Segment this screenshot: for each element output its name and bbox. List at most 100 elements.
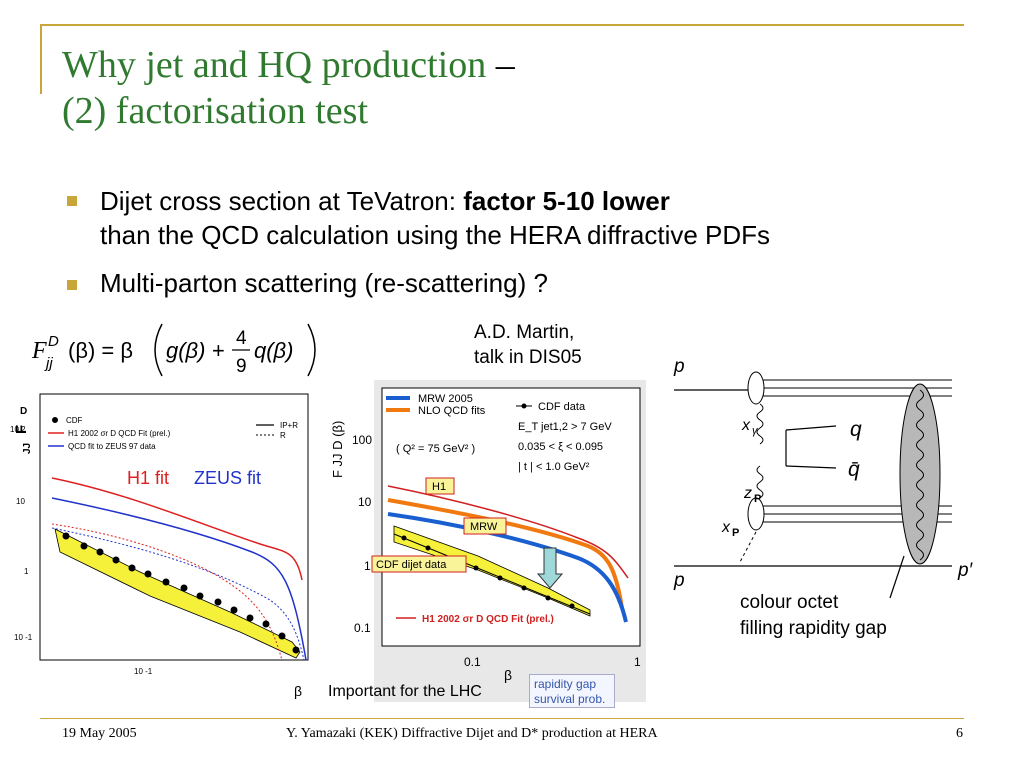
cdf-point <box>162 578 170 586</box>
cdf-point <box>112 556 120 564</box>
gap-note-line1: rapidity gap <box>534 677 597 691</box>
p-top: p <box>673 356 685 377</box>
h1-r-curve <box>51 523 283 661</box>
formula-num: 4 <box>236 328 247 349</box>
formula-sup: D <box>48 333 59 350</box>
left-plot-ytick: 10 <box>16 497 25 506</box>
down-arrow <box>536 547 564 589</box>
title-accent-bar <box>40 24 42 94</box>
mid-h1-curve <box>387 485 629 579</box>
mid-xtick: 1 <box>634 655 641 669</box>
colour-octet-gluon <box>916 389 924 561</box>
z-P: z <box>743 485 752 502</box>
p-prime: p′ <box>957 560 974 581</box>
mid-mrw-curve <box>387 512 628 623</box>
feynman-diagram: p p p′ q q̄ x γ z P x P colour octet fil… <box>673 356 974 639</box>
mid-ytick: 0.1 <box>354 621 371 635</box>
mid-xtick: 0.1 <box>464 655 481 669</box>
cdf-point <box>473 565 479 571</box>
cdf-point <box>180 584 188 592</box>
zeus-r-curve <box>51 527 305 661</box>
caption-line1: colour octet <box>740 592 839 613</box>
legend-zeus: QCD fit to ZEUS 97 data <box>68 442 156 451</box>
cdf-point <box>425 545 431 551</box>
left-plot: F D JJ 10 2 10 1 10 -1 10 -1 β CDF H1 20… <box>10 393 309 699</box>
legend-cdf-marker <box>52 417 58 423</box>
antiquark-line <box>785 465 837 469</box>
x-P-sub: P <box>732 527 739 539</box>
legend-cdf-marker <box>521 403 527 409</box>
left-plot-xlabel: β <box>294 683 302 699</box>
formula: F D jj (β) = β g(β) + 4 9 q(β) <box>31 323 316 377</box>
x-gamma-sub: γ <box>752 425 759 437</box>
cdf-point <box>246 614 254 622</box>
formula-g: g(β) + <box>166 338 225 363</box>
cdf-point <box>278 632 286 640</box>
cdf-point <box>80 542 88 550</box>
proton-blob-top <box>747 371 765 405</box>
middle-plot-frame <box>381 387 641 647</box>
gap-note-line2: survival prob. <box>534 692 606 706</box>
qbar-label: q̄ <box>848 458 860 481</box>
legend-nlo: NLO QCD fits <box>418 405 486 417</box>
middle-plot: F JJ D (β) 100 10 1 0.1 0.1 1 β MRW 2005… <box>330 380 646 702</box>
bullet-1-text: Dijet cross section at TeVatron: <box>100 186 464 216</box>
bullet-marker <box>67 196 77 206</box>
quark-line <box>785 425 837 431</box>
bottom-legend: H1 2002 σr D QCD Fit (prel.) <box>422 614 554 625</box>
title-line1: Why jet and HQ production <box>62 44 487 86</box>
caption-line2: filling rapidity gap <box>740 618 887 639</box>
title-line2: (2) factorisation test <box>62 90 369 132</box>
gluon-top <box>756 403 764 445</box>
pomeron-exchange <box>739 531 757 563</box>
tag-mrw-box <box>463 517 507 535</box>
formula-den: 9 <box>236 356 247 377</box>
cdf-point <box>230 606 238 614</box>
legend-h1: H1 2002 σr D QCD Fit (prel.) <box>68 429 171 438</box>
cdf-cut-et: E_T jet1,2 > 7 GeV <box>518 421 612 433</box>
cdf-point <box>521 585 527 591</box>
formula-sub: jj <box>44 355 53 372</box>
formula-paren-right <box>307 323 316 377</box>
cdf-point <box>569 603 575 609</box>
zeus-fit-curve <box>51 497 307 661</box>
q2-label: ( Q² = 75 GeV² ) <box>396 443 475 455</box>
tag-h1: H1 <box>432 481 446 493</box>
colour-octet-blob <box>899 383 941 565</box>
h1-fit-curve <box>51 477 303 581</box>
legend-mrw: MRW 2005 <box>418 393 473 405</box>
left-plot-ysub: JJ <box>22 443 33 454</box>
footer-date: 19 May 2005 <box>62 726 137 741</box>
bullet-1-line2: than the QCD calculation using the HERA … <box>100 220 771 250</box>
gap-note: rapidity gap survival prob. <box>529 674 615 708</box>
formula-paren-left <box>154 323 163 377</box>
cdf-point <box>214 598 222 606</box>
footer-rule <box>40 718 964 719</box>
slide-title: Why jet and HQ production – (2) factoris… <box>62 42 515 134</box>
gluon-bottom <box>756 465 764 499</box>
cdf-point <box>292 646 300 654</box>
attribution: A.D. Martin, talk in DIS05 <box>474 320 582 370</box>
footer-center: Y. Yamazaki (KEK) Diffractive Dijet and … <box>286 726 658 741</box>
left-plot-ylabel: F <box>13 425 30 434</box>
left-plot-ytick: 10 -1 <box>14 633 33 642</box>
tag-mrw: MRW <box>470 521 498 533</box>
cdf-points <box>62 532 300 654</box>
caption-pointer <box>889 555 905 599</box>
top-rule <box>40 24 964 26</box>
attribution-line1: A.D. Martin, <box>474 322 575 343</box>
cdf-point <box>96 548 104 556</box>
bullet-marker <box>67 280 77 290</box>
legend-cdf: CDF <box>66 416 83 425</box>
cdf-cut-t: | t | < 1.0 GeV² <box>518 461 590 473</box>
z-P-sub: P <box>754 493 761 505</box>
tag-cdf-box <box>371 555 467 573</box>
cdf-point <box>196 592 204 600</box>
mid-nlo-curve <box>387 498 624 609</box>
q-label: q <box>850 418 862 441</box>
formula-q: q(β) <box>254 338 293 363</box>
left-plot-frame <box>39 393 309 661</box>
p-bottom: p <box>673 570 685 591</box>
cdf-point <box>62 532 70 540</box>
cdf-point <box>144 570 152 578</box>
